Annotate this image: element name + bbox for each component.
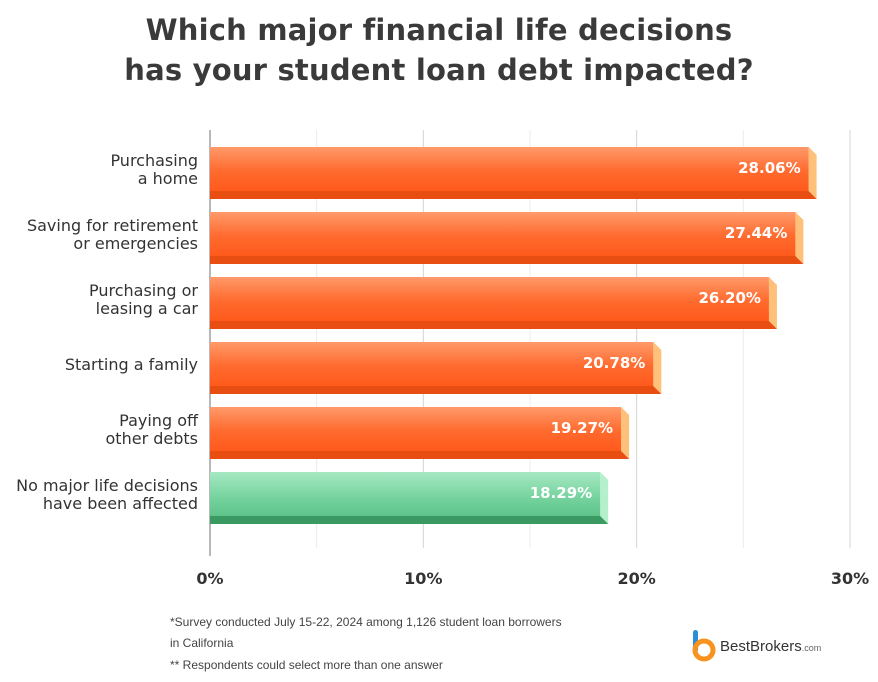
bar-bottom (210, 451, 630, 459)
chart-title-line-2: has your student loan debt impacted? (124, 53, 754, 87)
x-tick-label: 20% (618, 569, 656, 588)
bar-side (653, 342, 662, 394)
footnote-survey-continued: in California (170, 636, 234, 650)
bar-group: 28.06% (210, 147, 817, 199)
chart-title-line-1: Which major financial life decisions (145, 13, 733, 47)
x-axis-ticks: 0% 10% 20% 30% (196, 569, 869, 588)
category-label: Paying off (119, 411, 199, 430)
bar-group: 19.27% (210, 407, 630, 459)
bar-value-label: 18.29% (530, 484, 592, 502)
bar-side (808, 147, 817, 199)
bestbrokers-logo: BestBrokers.com (690, 626, 850, 666)
bar (210, 277, 769, 321)
bar-bottom (210, 386, 662, 394)
category-label: Starting a family (65, 355, 198, 374)
bar-bottom (210, 191, 817, 199)
bar-group: 18.29% (210, 472, 609, 524)
footnote-survey: *Survey conducted July 15-22, 2024 among… (170, 615, 562, 629)
logo-suffix: .com (801, 643, 822, 653)
bar-value-label: 26.20% (698, 289, 760, 307)
bar-bottom (210, 321, 777, 329)
bar-group: 26.20% (210, 277, 777, 329)
bar-bottom (210, 256, 804, 264)
x-tick-label: 30% (831, 569, 869, 588)
x-tick-label: 0% (196, 569, 223, 588)
category-label: have been affected (43, 494, 198, 513)
logo-name: BestBrokers (720, 638, 802, 655)
x-tick-label: 10% (404, 569, 442, 588)
chart-title: Which major financial life decisions has… (0, 10, 878, 90)
bar (210, 407, 622, 451)
bar (210, 212, 796, 256)
bar-value-label: 20.78% (583, 354, 645, 372)
footnote-multiple-answers: ** Respondents could select more than on… (170, 658, 443, 672)
bar (210, 472, 601, 516)
bar-side (600, 472, 609, 524)
logo-wordmark: BestBrokers.com (720, 638, 821, 655)
bestbrokers-logo-icon (692, 630, 716, 662)
category-label: Purchasing or (89, 281, 198, 300)
bar-chart: 28.06% 27.44% 26.20% 20.78% 19.27% 18.29% Pur… (16, 130, 869, 588)
category-label: No major life decisions (16, 476, 198, 495)
bar (210, 342, 654, 386)
bar-value-label: 27.44% (725, 224, 787, 242)
bar-side (621, 407, 630, 459)
bar-value-label: 19.27% (551, 419, 613, 437)
bar (210, 147, 809, 191)
category-label: Purchasing (110, 151, 198, 170)
category-label: or emergencies (73, 234, 198, 253)
bar-group: 20.78% (210, 342, 662, 394)
bar-group: 27.44% (210, 212, 804, 264)
bar-bottom (210, 516, 609, 524)
category-label: Saving for retirement (27, 216, 198, 235)
category-label: leasing a car (96, 299, 199, 318)
bar-value-label: 28.06% (738, 159, 800, 177)
bars: 28.06% 27.44% 26.20% 20.78% 19.27% 18.29% (210, 147, 817, 524)
bar-side (768, 277, 777, 329)
bar-side (795, 212, 804, 264)
category-label: other debts (106, 429, 198, 448)
category-label: a home (138, 169, 198, 188)
